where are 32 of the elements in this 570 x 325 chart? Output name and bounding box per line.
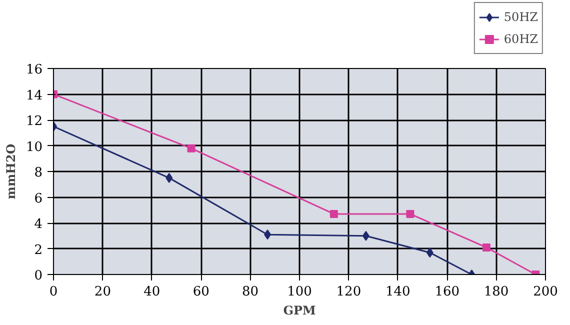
point <box>406 210 414 218</box>
x-tick-label: 0 <box>49 284 58 300</box>
x-tick-label: 80 <box>242 284 259 300</box>
y-tick-label: 2 <box>34 242 43 258</box>
y-tick-label: 16 <box>26 62 43 78</box>
y-tick-label: 0 <box>34 268 43 284</box>
x-tick-label: 160 <box>434 284 460 300</box>
point <box>426 248 434 258</box>
legend-label: 60HZ <box>504 32 538 46</box>
x-tick-label: 40 <box>144 284 160 300</box>
point <box>482 243 490 252</box>
x-tick-label: 100 <box>287 284 312 300</box>
x-tick-label: 20 <box>94 284 111 300</box>
point <box>187 144 196 152</box>
y-tick-label: 14 <box>26 88 43 104</box>
y-tick-label: 4 <box>34 217 43 232</box>
y-tick-label: 8 <box>34 166 43 180</box>
y-axis-title: mmH2O <box>4 144 18 200</box>
x-tick-label: 120 <box>336 284 362 300</box>
x-tick-label: 180 <box>484 284 509 300</box>
point <box>166 172 173 183</box>
legend-label: 50HZ <box>504 10 538 24</box>
x-tick-label: 140 <box>385 284 410 300</box>
y-tick-label: 10 <box>26 140 43 155</box>
point <box>264 230 272 240</box>
y-tick-label: 12 <box>26 114 43 129</box>
y-tick-label: 6 <box>34 191 43 206</box>
point <box>330 210 338 218</box>
x-tick-label: 60 <box>192 284 210 300</box>
x-axis-title: GPM <box>283 304 316 318</box>
x-tick-label: 200 <box>533 284 558 300</box>
point <box>362 230 370 241</box>
